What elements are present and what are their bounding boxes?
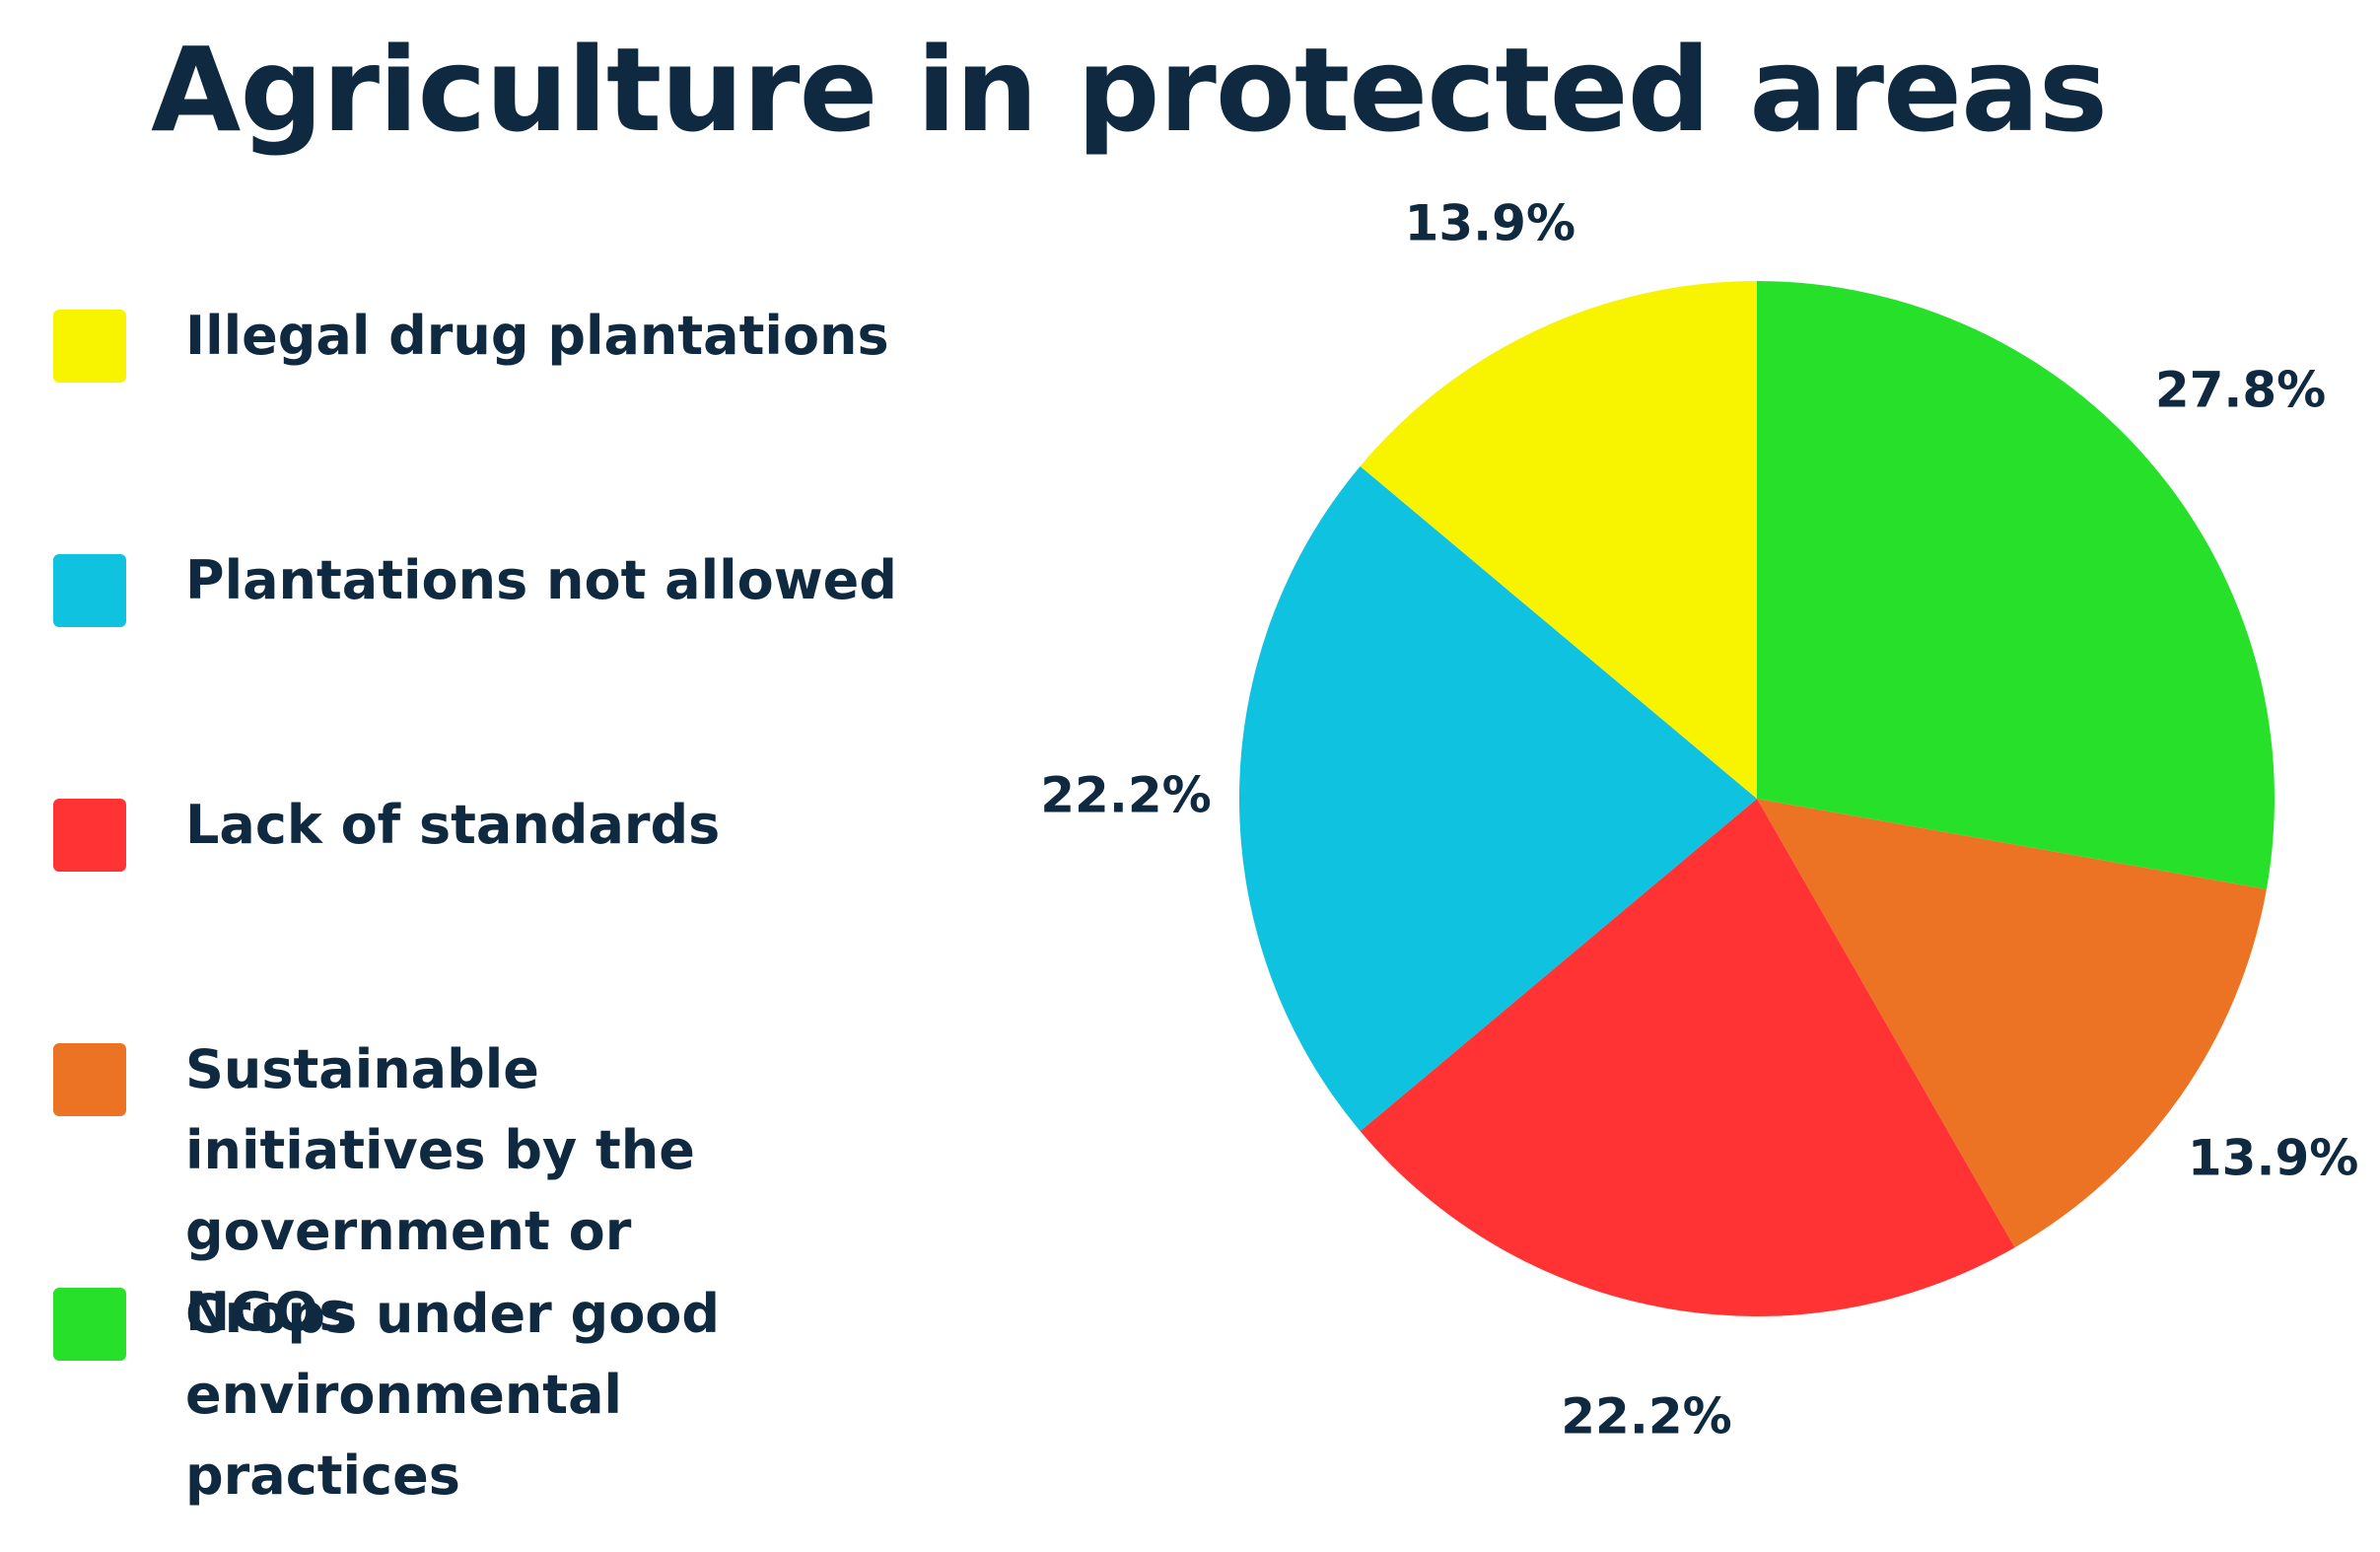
pie-slice <box>1757 799 2267 1248</box>
legend-item-lack-of-standards: Lack of standards <box>53 785 1033 872</box>
legend-swatch <box>53 1288 126 1361</box>
pie-slice <box>1757 281 2275 889</box>
legend-label: Crops under good environmental practices <box>185 1283 721 1507</box>
legend-label: Illegal drug plantations <box>185 305 889 367</box>
pie-value-label: 27.8% <box>2155 361 2326 418</box>
pie-value-labels: 27.8% 13.9% 22.2% 22.2% 13.9% <box>1040 195 2358 1446</box>
chart-title: Agriculture in protected areas <box>151 22 2108 158</box>
legend-item-illegal-drug-plantations: Illegal drug plantations <box>53 296 1033 383</box>
legend-item-sustainable-initiatives: Sustainable initiatives by the governmen… <box>53 1029 737 1353</box>
legend-item-plantations-not-allowed: Plantations not allowed <box>53 540 1033 627</box>
legend-swatch <box>53 799 126 872</box>
pie-value-label: 22.2% <box>1561 1388 1731 1446</box>
pie-value-label: 13.9% <box>1405 195 1575 252</box>
legend-label: Sustainable initiatives by the governmen… <box>185 1038 695 1343</box>
legend-swatch <box>53 554 126 627</box>
pie-slice <box>1360 281 1757 799</box>
legend-swatch <box>53 1043 126 1116</box>
legend-label: Plantations not allowed <box>185 549 897 611</box>
legend-swatch <box>53 310 126 383</box>
pie-value-label: 22.2% <box>1040 767 1211 824</box>
pie-slices <box>1239 281 2275 1317</box>
pie-value-label: 13.9% <box>2188 1130 2358 1187</box>
legend-label: Lack of standards <box>185 794 721 856</box>
pie-slice <box>1239 465 1757 1132</box>
legend-item-crops-good-practices: Crops under good environmental practices <box>53 1274 895 1517</box>
pie-slice <box>1360 799 2015 1317</box>
